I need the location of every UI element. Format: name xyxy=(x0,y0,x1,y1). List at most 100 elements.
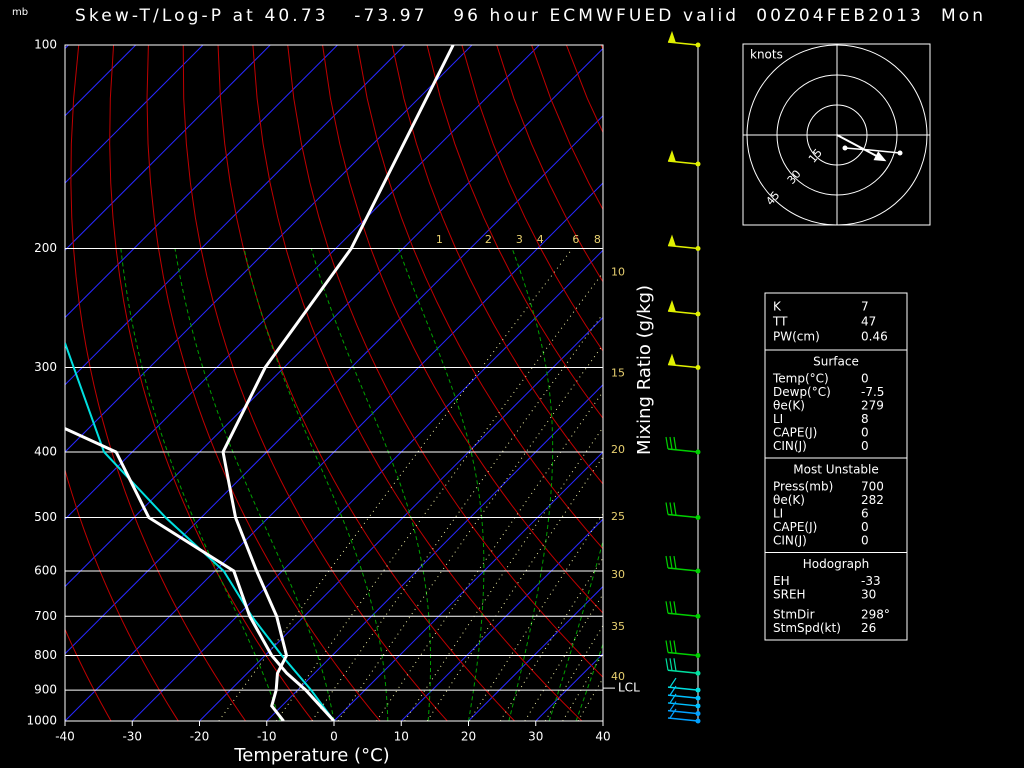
barb-feather xyxy=(673,658,677,672)
mixing-ratio-label: 15 xyxy=(611,366,625,379)
info-value: 0 xyxy=(861,372,869,386)
wind-barb xyxy=(665,601,699,618)
wind-level xyxy=(695,718,701,724)
info-section-title: Most Unstable xyxy=(793,463,879,477)
info-label: CIN(J) xyxy=(773,534,807,548)
info-label: K xyxy=(773,300,782,314)
mixing-ratio-line xyxy=(337,344,603,721)
wind-level xyxy=(695,449,701,455)
wind-barb xyxy=(665,502,699,519)
wind-barb xyxy=(667,353,699,369)
wind-barb xyxy=(665,640,699,657)
info-value: 47 xyxy=(861,315,876,329)
x-tick-label: 10 xyxy=(394,730,409,744)
info-value: 282 xyxy=(861,493,884,507)
info-section-title: Surface xyxy=(813,355,859,369)
info-value: 7 xyxy=(861,300,869,314)
barb-feather xyxy=(673,601,677,615)
barb-pennant xyxy=(668,31,676,43)
info-value: 0 xyxy=(861,439,869,453)
barb-feather xyxy=(665,502,669,515)
profile-line xyxy=(65,426,336,721)
info-value: 30 xyxy=(861,588,876,602)
wind-level xyxy=(695,42,701,48)
info-value: 0.46 xyxy=(861,330,888,344)
wind-barb xyxy=(667,708,699,722)
barb-feather xyxy=(673,555,677,569)
info-label: TT xyxy=(772,315,788,329)
barb-staff xyxy=(667,567,699,572)
isotherm xyxy=(468,585,603,721)
info-label: EH xyxy=(773,574,790,588)
barb-feather xyxy=(673,502,677,516)
hodograph-ring xyxy=(806,104,868,166)
isotherm xyxy=(65,47,603,588)
y-tick-label: 200 xyxy=(34,241,57,255)
wind-barb xyxy=(667,31,699,46)
mixing-ratio-line xyxy=(426,455,603,721)
dry-adiabat xyxy=(356,45,603,550)
hodograph-trace xyxy=(844,147,901,154)
y-tick-label: 600 xyxy=(34,564,57,578)
barb-staff xyxy=(667,448,699,453)
mixing-ratio-label: 20 xyxy=(611,443,625,456)
barb-feather xyxy=(665,601,669,614)
barb-feather xyxy=(669,685,677,696)
barb-feather xyxy=(673,640,677,654)
barb-feather xyxy=(669,677,677,688)
mixing-ratio-label: 6 xyxy=(572,233,579,246)
info-label: StmDir xyxy=(773,608,815,622)
info-value: 8 xyxy=(861,412,869,426)
hodograph-ring xyxy=(746,44,928,226)
dry-adiabat xyxy=(182,45,448,721)
info-value: 0 xyxy=(861,426,869,440)
info-value: 298° xyxy=(861,608,890,622)
info-section-title: Hodograph xyxy=(803,557,869,571)
mixing-ratio-label: 3 xyxy=(516,233,523,246)
barb-feather xyxy=(669,601,673,614)
wind-barb xyxy=(667,685,699,699)
barb-feather xyxy=(669,436,673,450)
mixing-ratio-label: 40 xyxy=(611,670,625,683)
moist-adiabat xyxy=(174,248,335,721)
wind-barb xyxy=(667,234,699,250)
dry-adiabat xyxy=(461,45,603,352)
wind-level xyxy=(695,687,701,693)
info-label: LI xyxy=(773,412,783,426)
wind-level xyxy=(695,613,701,619)
info-label: CIN(J) xyxy=(773,439,807,453)
y-unit: mb xyxy=(12,7,28,18)
x-tick-label: -40 xyxy=(55,730,75,744)
info-label: PW(cm) xyxy=(773,330,820,344)
barb-pennant xyxy=(668,300,676,313)
y-tick-label: 900 xyxy=(34,683,57,697)
isotherm xyxy=(65,45,540,520)
dry-adiabat xyxy=(287,45,603,678)
mixing-ratio-line xyxy=(376,390,603,721)
y-tick-label: 800 xyxy=(34,648,57,662)
barb-feather xyxy=(665,658,669,671)
hodograph-unit: knots xyxy=(750,48,783,62)
wind-barb xyxy=(665,436,699,453)
moist-adiabat xyxy=(508,248,554,721)
barb-feather xyxy=(669,502,673,515)
barb-feather xyxy=(665,640,669,653)
wind-barb xyxy=(667,150,699,165)
x-tick-label: -20 xyxy=(190,730,210,744)
mixing-ratio-label: 35 xyxy=(611,620,625,633)
storm-motion xyxy=(836,134,884,161)
dry-adiabat xyxy=(65,468,179,721)
barb-pennant xyxy=(668,150,676,163)
barb-feather xyxy=(669,708,677,719)
info-label: CAPE(J) xyxy=(773,426,817,440)
wind-barb xyxy=(665,658,699,675)
mixing-ratio-label: 30 xyxy=(611,568,625,581)
isotherm xyxy=(65,45,338,319)
isotherm xyxy=(333,451,603,721)
mixing-ratio-label: 8 xyxy=(594,233,601,246)
wind-level xyxy=(695,711,701,717)
profile-line xyxy=(65,342,335,721)
wind-level xyxy=(695,703,701,709)
info-value: 0 xyxy=(861,520,869,534)
